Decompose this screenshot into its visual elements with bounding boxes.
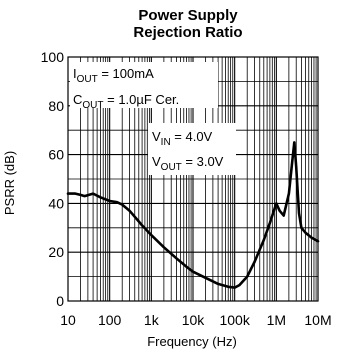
x-tick-label: 10 [60, 312, 76, 328]
annotations: IOUT = 100mA COUT = 1.0µF Cer. VIN = 4.0V V… [70, 62, 236, 175]
y-axis-label: PSRR (dB) [2, 151, 17, 215]
x-tick-label: 1M [267, 312, 286, 328]
y-tick-label: 20 [48, 244, 64, 260]
x-tick-labels: 10 100 1k 10k 100k 1M 10M [60, 312, 331, 328]
x-tick-label: 10M [304, 312, 331, 328]
y-tick-label: 80 [48, 98, 64, 114]
y-tick-labels: 0 20 40 60 80 100 [41, 49, 65, 309]
y-tick-label: 60 [48, 147, 64, 163]
legend-box-voltages [148, 123, 236, 175]
plot-frame [67, 56, 319, 302]
y-tick-label: 100 [41, 49, 65, 65]
annotation-cout: COUT = 1.0µF Cer. [73, 92, 179, 111]
x-tick-label: 1k [144, 312, 160, 328]
annotation-iout: IOUT = 100mA [73, 66, 154, 85]
annotation-vin: VIN = 4.0V [152, 129, 213, 148]
psrr-curve [66, 141, 320, 289]
chart-title-line2: Rejection Ratio [133, 24, 242, 41]
x-tick-label: 10k [182, 312, 206, 328]
x-axis-label: Frequency (Hz) [147, 334, 237, 349]
y-tick-label: 40 [48, 195, 64, 211]
legend-box-conditions [70, 62, 218, 108]
chart-title-line1: Power Supply [138, 7, 238, 24]
y-tick-label: 0 [56, 293, 64, 309]
x-tick-label: 100k [219, 312, 250, 328]
annotation-vout: VOUT = 3.0V [152, 154, 224, 173]
x-tick-label: 100 [98, 312, 122, 328]
